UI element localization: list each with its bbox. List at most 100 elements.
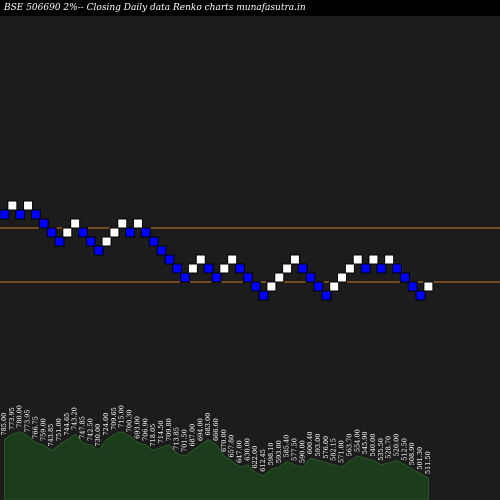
price-label-25: 687.00 xyxy=(188,424,196,447)
brick-27 xyxy=(203,263,214,274)
price-label-5: 766.75 xyxy=(31,416,39,439)
price-label-32: 630.00 xyxy=(243,438,251,461)
brick-35 xyxy=(266,281,277,292)
brick-11 xyxy=(78,227,88,238)
brick-1 xyxy=(0,209,10,220)
price-label-7: 743.85 xyxy=(47,424,55,447)
price-label-16: 715.00 xyxy=(118,405,126,428)
price-label-48: 540.00 xyxy=(369,434,377,457)
brick-18 xyxy=(132,218,143,229)
brick-2 xyxy=(7,200,18,211)
brick-23 xyxy=(172,263,183,274)
price-label-49: 535.50 xyxy=(377,438,385,461)
price-label-34: 612.45 xyxy=(259,449,267,472)
brick-50 xyxy=(384,254,395,265)
brick-42 xyxy=(321,290,332,301)
brick-53 xyxy=(407,281,418,292)
price-label-43: 582.15 xyxy=(330,438,338,461)
price-label-27: 683.00 xyxy=(204,413,212,436)
price-label-39: 590.00 xyxy=(298,440,306,463)
renko-bricks xyxy=(0,200,434,301)
plot-area xyxy=(0,16,500,500)
brick-9 xyxy=(62,227,73,238)
price-label-50: 528.70 xyxy=(385,436,393,459)
brick-52 xyxy=(399,272,410,283)
brick-6 xyxy=(38,218,49,229)
price-label-18: 693.00 xyxy=(133,416,141,439)
brick-36 xyxy=(274,272,285,283)
brick-25 xyxy=(187,263,198,274)
price-label-11: 747.85 xyxy=(79,416,87,439)
price-label-37: 585.40 xyxy=(283,435,291,458)
brick-51 xyxy=(392,263,402,274)
brick-40 xyxy=(305,272,316,283)
brick-19 xyxy=(140,227,151,238)
brick-21 xyxy=(156,245,167,256)
brick-44 xyxy=(337,272,348,283)
price-label-14: 724.00 xyxy=(102,413,110,436)
brick-22 xyxy=(164,254,175,265)
price-label-20: 718.05 xyxy=(149,424,157,447)
price-label-17: 700.30 xyxy=(126,409,134,432)
brick-34 xyxy=(258,290,269,301)
chart-title: BSE 506690 2%-- Closing Daily data Renko… xyxy=(3,3,306,13)
brick-14 xyxy=(101,236,112,247)
price-label-29: 670.00 xyxy=(220,429,228,452)
price-label-2: 773.95 xyxy=(8,407,16,430)
price-label-23: 713.85 xyxy=(173,427,181,450)
price-label-30: 657.80 xyxy=(228,435,236,458)
brick-43 xyxy=(329,281,340,292)
brick-33 xyxy=(250,281,261,292)
price-label-42: 576.00 xyxy=(322,436,330,459)
brick-48 xyxy=(368,254,379,265)
price-label-26: 694.00 xyxy=(196,418,204,441)
price-label-47: 545.90 xyxy=(361,431,369,454)
brick-8 xyxy=(54,236,65,247)
brick-26 xyxy=(195,254,206,265)
brick-7 xyxy=(46,227,57,238)
price-label-35: 598.10 xyxy=(267,442,275,465)
brick-30 xyxy=(227,254,238,265)
price-label-53: 508.90 xyxy=(408,442,416,465)
price-label-21: 714.50 xyxy=(157,420,165,443)
price-label-13: 730.00 xyxy=(94,424,102,447)
brick-38 xyxy=(289,254,300,265)
brick-16 xyxy=(117,218,128,229)
price-label-55: 511.50 xyxy=(424,451,432,474)
price-label-12: 742.50 xyxy=(86,418,94,441)
price-label-40: 600.40 xyxy=(306,431,314,454)
brick-3 xyxy=(15,209,26,220)
price-label-45: 563.70 xyxy=(345,434,353,457)
price-label-41: 593.00 xyxy=(314,434,322,457)
price-label-19: 706.90 xyxy=(141,418,149,441)
price-label-10: 743.20 xyxy=(71,407,79,430)
price-label-24: 701.50 xyxy=(181,429,189,452)
brick-29 xyxy=(219,263,230,274)
price-label-44: 571.00 xyxy=(338,440,346,463)
brick-17 xyxy=(125,227,136,238)
brick-49 xyxy=(376,263,387,274)
brick-28 xyxy=(211,272,222,283)
price-label-9: 744.65 xyxy=(63,413,71,436)
brick-5 xyxy=(30,209,41,220)
price-label-31: 647.00 xyxy=(236,440,244,463)
brick-12 xyxy=(85,236,96,247)
brick-54 xyxy=(415,290,426,301)
price-label-8: 751.00 xyxy=(55,418,63,441)
volume-fill xyxy=(4,431,429,500)
price-label-54: 501.30 xyxy=(416,447,424,470)
price-label-52: 512.50 xyxy=(400,438,408,461)
price-label-28: 666.60 xyxy=(212,418,220,441)
price-label-15: 709.65 xyxy=(110,407,118,430)
brick-37 xyxy=(282,263,293,274)
brick-39 xyxy=(297,263,308,274)
volume-area xyxy=(4,431,429,500)
price-label-36: 593.00 xyxy=(275,440,283,463)
price-label-46: 554.00 xyxy=(353,429,361,452)
price-label-6: 759.00 xyxy=(39,418,47,441)
price-label-33: 622.00 xyxy=(251,446,259,469)
brick-10 xyxy=(70,218,81,229)
price-label-51: 520.00 xyxy=(393,434,401,457)
brick-45 xyxy=(344,263,355,274)
